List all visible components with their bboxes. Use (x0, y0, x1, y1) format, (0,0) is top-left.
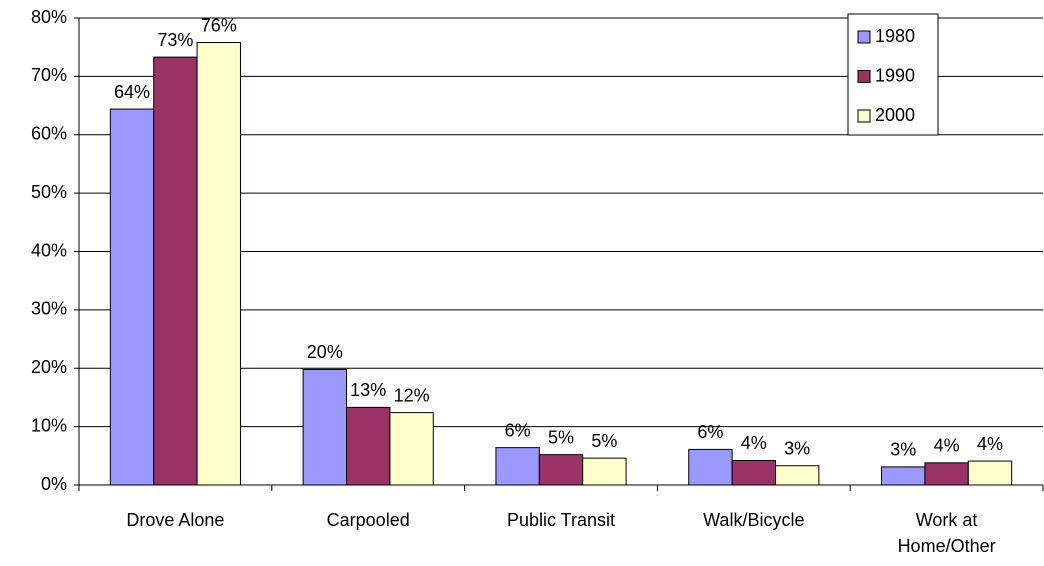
bar (389, 412, 434, 486)
data-label: 64% (114, 82, 150, 102)
bar (881, 466, 926, 486)
y-tick-label: 70% (31, 65, 67, 85)
x-label-box: Public Transit (506, 510, 616, 530)
data-label: 73% (157, 30, 193, 50)
legend-label: 1980 (875, 26, 915, 46)
x-tick-label: Carpooled (326, 510, 410, 530)
bar (196, 42, 241, 486)
x-label-box: Work at Home/Other (897, 510, 996, 556)
x-tick-label: Work at Home/Other (897, 510, 996, 556)
data-label: 5% (591, 431, 617, 451)
bar (967, 460, 1013, 486)
data-label: 6% (505, 420, 531, 440)
data-label: 3% (784, 438, 810, 458)
data-label: 6% (697, 422, 723, 442)
x-label-box: Drove Alone (126, 510, 225, 530)
y-tick-label: 10% (31, 415, 67, 435)
x-label-box: Walk/Bicycle (703, 510, 805, 530)
x-label-box: Carpooled (326, 510, 410, 530)
bar (688, 448, 733, 486)
data-label: 20% (307, 342, 343, 362)
data-label: 4% (934, 436, 960, 456)
legend-swatch (857, 109, 871, 123)
y-tick-label: 20% (31, 357, 67, 377)
y-tick-label: 40% (31, 240, 67, 260)
y-tick-label: 80% (31, 7, 67, 27)
bar (302, 368, 348, 486)
data-label: 4% (977, 434, 1003, 454)
y-tick-label: 30% (31, 299, 67, 319)
legend-swatch (857, 70, 871, 83)
y-tick-label: 0% (41, 474, 67, 494)
x-tick-label: Public Transit (506, 510, 616, 530)
bar (731, 459, 776, 486)
bar (774, 465, 820, 486)
y-tick-label: 60% (31, 124, 67, 144)
bar (582, 457, 627, 486)
data-label: 12% (394, 385, 430, 405)
data-label: 76% (201, 15, 237, 35)
data-label: 13% (350, 380, 386, 400)
bar (153, 56, 198, 486)
bar (346, 406, 391, 486)
legend-label: 1990 (875, 65, 915, 85)
bar (924, 462, 969, 486)
legend-swatch (857, 30, 871, 44)
x-tick-label: Drove Alone (126, 510, 225, 530)
bar (109, 108, 155, 486)
x-tick-label: Walk/Bicycle (703, 510, 805, 530)
data-label: 5% (548, 427, 574, 447)
y-tick-label: 50% (31, 182, 67, 202)
data-label: 4% (741, 433, 767, 453)
bar (495, 447, 540, 486)
legend: 1980 1990 2000 (847, 13, 939, 136)
legend-label: 2000 (875, 105, 915, 125)
data-label: 3% (890, 440, 916, 460)
bar (538, 454, 584, 486)
